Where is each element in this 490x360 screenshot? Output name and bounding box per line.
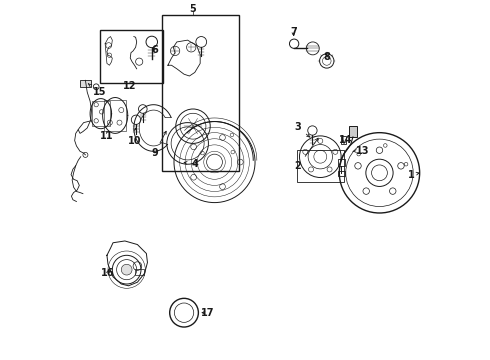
Text: 10: 10 [128,128,141,145]
Text: 1: 1 [408,170,419,180]
Bar [104,100,126,131]
Circle shape [371,165,388,181]
Text: 11: 11 [99,131,113,141]
Text: 5: 5 [190,4,196,14]
Text: 14: 14 [339,135,352,145]
Text: 13: 13 [353,145,369,156]
Text: 7: 7 [290,27,297,37]
Text: 15: 15 [88,84,107,97]
Circle shape [122,264,132,275]
Bar [297,149,343,182]
Bar [92,101,110,126]
Text: 6: 6 [151,45,158,55]
Text: 17: 17 [200,308,214,318]
Bar [135,269,144,275]
Bar [338,159,344,166]
Bar [80,80,91,87]
Text: 4: 4 [184,159,198,169]
Text: 16: 16 [101,267,115,278]
Bar [341,136,346,144]
Bar [162,15,239,171]
Text: 12: 12 [123,81,136,91]
Text: 2: 2 [294,138,318,171]
Text: 3: 3 [294,122,310,137]
Text: 9: 9 [151,131,166,158]
Bar [349,126,357,137]
Bar [338,171,344,176]
Circle shape [314,150,327,163]
Text: 8: 8 [323,52,330,62]
Bar [100,30,163,83]
